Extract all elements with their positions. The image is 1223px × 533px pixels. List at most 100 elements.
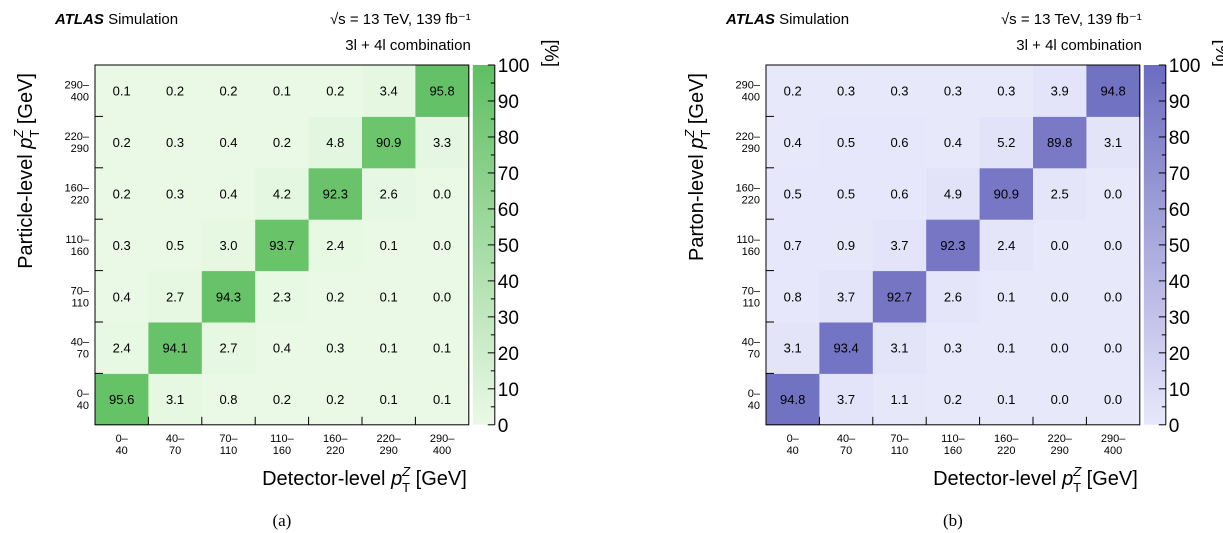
x-axis-title-prefix: Detector-level [262, 468, 385, 490]
x-tick-label: 40 [116, 445, 128, 457]
cell-value: 0.3 [944, 84, 962, 99]
x-tick-label: 40– [166, 433, 185, 445]
heatmap-cell [201, 116, 256, 169]
heatmap-cell [766, 167, 820, 220]
x-axis-var-sub: T [1073, 480, 1081, 495]
color-bar-tick-label: 0 [1169, 416, 1180, 437]
cell-value: 0.1 [433, 341, 451, 356]
heatmap-cell [415, 219, 470, 272]
x-tick-label: 70– [890, 433, 909, 445]
heatmap-cell [872, 65, 927, 117]
heatmap-cell [819, 270, 874, 323]
heatmap-cell [415, 116, 470, 169]
cell-value: 0.3 [326, 341, 344, 356]
cell-value: 0.0 [1051, 341, 1069, 356]
cell-value: 4.9 [944, 187, 962, 202]
color-bar-tick-label: 90 [498, 92, 519, 113]
x-axis-title-prefix: Detector-level [933, 468, 1056, 490]
heatmap-cell [148, 167, 203, 220]
color-bar-tick-label: 20 [1169, 344, 1190, 365]
heatmap-cell [255, 322, 310, 374]
cell-value: 0.4 [273, 341, 291, 356]
heatmap-cell [766, 116, 820, 169]
cell-value: 0.0 [1104, 392, 1122, 407]
color-bar-tick-label: 50 [498, 236, 519, 257]
y-tick-label: 70 [748, 349, 760, 361]
color-bar-tick-label: 70 [1169, 164, 1190, 185]
y-tick-label: 290– [736, 80, 761, 92]
y-axis-var-sub: T [698, 130, 713, 138]
x-tick-label: 70 [840, 445, 852, 457]
x-axis-unit: [GeV] [1087, 468, 1138, 490]
y-tick-label: 400 [71, 92, 89, 104]
heatmap-cell [148, 116, 203, 169]
x-tick-label: 290– [430, 433, 455, 445]
cell-value: 2.7 [219, 341, 237, 356]
heatmap-cell [148, 219, 203, 272]
heatmap-cell [201, 270, 256, 323]
heatmap-panel-a: 95.6 3.1 0.8 0.2 0.2 0.1 0.1 2.4 94.1 2.7 0.4 0.3 0.… [11, 11, 561, 530]
heatmap-cell [1033, 167, 1087, 220]
channel-label: 3l + 4l combination [345, 37, 471, 54]
cell-value: 93.7 [269, 238, 294, 253]
heatmap-cell [308, 65, 363, 117]
y-tick-label: 110 [742, 297, 760, 309]
heatmap-cell [148, 270, 203, 323]
plot-frame [94, 64, 470, 426]
color-bar-title: [%] [1211, 40, 1223, 67]
x-tick-label: 110– [270, 433, 295, 445]
cell-value: 5.2 [997, 135, 1015, 150]
heatmap-cell [1086, 65, 1141, 117]
x-tick-label: 220 [997, 445, 1015, 457]
y-tick-label: 70 [77, 349, 89, 361]
color-bar-tick-label: 80 [1169, 128, 1190, 149]
heatmap-cell [95, 322, 149, 374]
heatmap-cell [872, 373, 927, 426]
cell-value: 94.8 [1100, 84, 1125, 99]
heatmap-cell [1086, 219, 1141, 272]
cell-value: 95.8 [429, 84, 454, 99]
heatmap-cell [926, 270, 981, 323]
color-bar-tick-label: 20 [498, 344, 519, 365]
heatmap-cell [362, 322, 416, 374]
panel-caption: (b) [943, 511, 963, 530]
y-tick-label: 220 [742, 195, 760, 207]
x-tick-label: 400 [433, 445, 451, 457]
color-bar [472, 65, 495, 425]
heatmap-cell [926, 373, 981, 426]
cell-value: 3.7 [837, 392, 855, 407]
cell-value: 0.9 [837, 238, 855, 253]
experiment-suffix: Simulation [779, 11, 849, 28]
x-tick-label: 220 [326, 445, 344, 457]
heatmap-cell [1033, 322, 1087, 374]
cell-value: 92.3 [323, 187, 348, 202]
cell-value: 3.1 [890, 341, 908, 356]
cell-value: 0.2 [273, 135, 291, 150]
x-tick-label: 290 [1051, 445, 1069, 457]
cell-value: 0.0 [1104, 238, 1122, 253]
cell-value: 0.3 [837, 84, 855, 99]
y-axis-var-sub: T [27, 130, 42, 138]
color-bar-tick-label: 10 [1169, 380, 1190, 401]
cell-value: 3.0 [219, 238, 237, 253]
y-tick-label: 220– [736, 131, 761, 143]
y-axis-var: p [686, 138, 708, 150]
heatmap-cell [362, 65, 416, 117]
heatmap-cell [819, 116, 874, 169]
y-tick-label: 220– [65, 131, 90, 143]
cell-value: 0.2 [219, 84, 237, 99]
heatmap-cell [255, 167, 310, 220]
color-bar-tick-label: 50 [1169, 236, 1190, 257]
cell-value: 0.0 [1104, 341, 1122, 356]
y-axis-var: p [15, 138, 37, 150]
cell-value: 2.7 [166, 289, 184, 304]
heatmap-cell [926, 167, 981, 220]
y-tick-label: 160– [65, 183, 90, 195]
cell-value: 3.3 [433, 135, 451, 150]
heatmap-cell [308, 116, 363, 169]
cell-value: 0.3 [997, 84, 1015, 99]
color-bar-tick-label: 10 [498, 380, 519, 401]
heatmap-cell [255, 270, 310, 323]
heatmap-cell [1086, 270, 1141, 323]
